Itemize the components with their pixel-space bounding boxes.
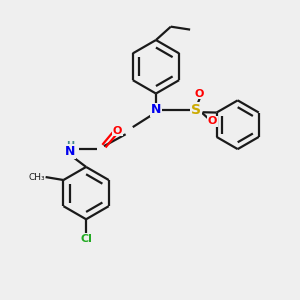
- Text: Cl: Cl: [80, 234, 92, 244]
- Text: H: H: [66, 141, 74, 151]
- Text: O: O: [208, 116, 217, 126]
- Text: O: O: [112, 126, 122, 136]
- Text: CH₃: CH₃: [28, 172, 45, 182]
- Text: S: S: [191, 103, 201, 117]
- Text: N: N: [151, 103, 161, 116]
- Text: N: N: [65, 145, 76, 158]
- Text: O: O: [195, 88, 204, 98]
